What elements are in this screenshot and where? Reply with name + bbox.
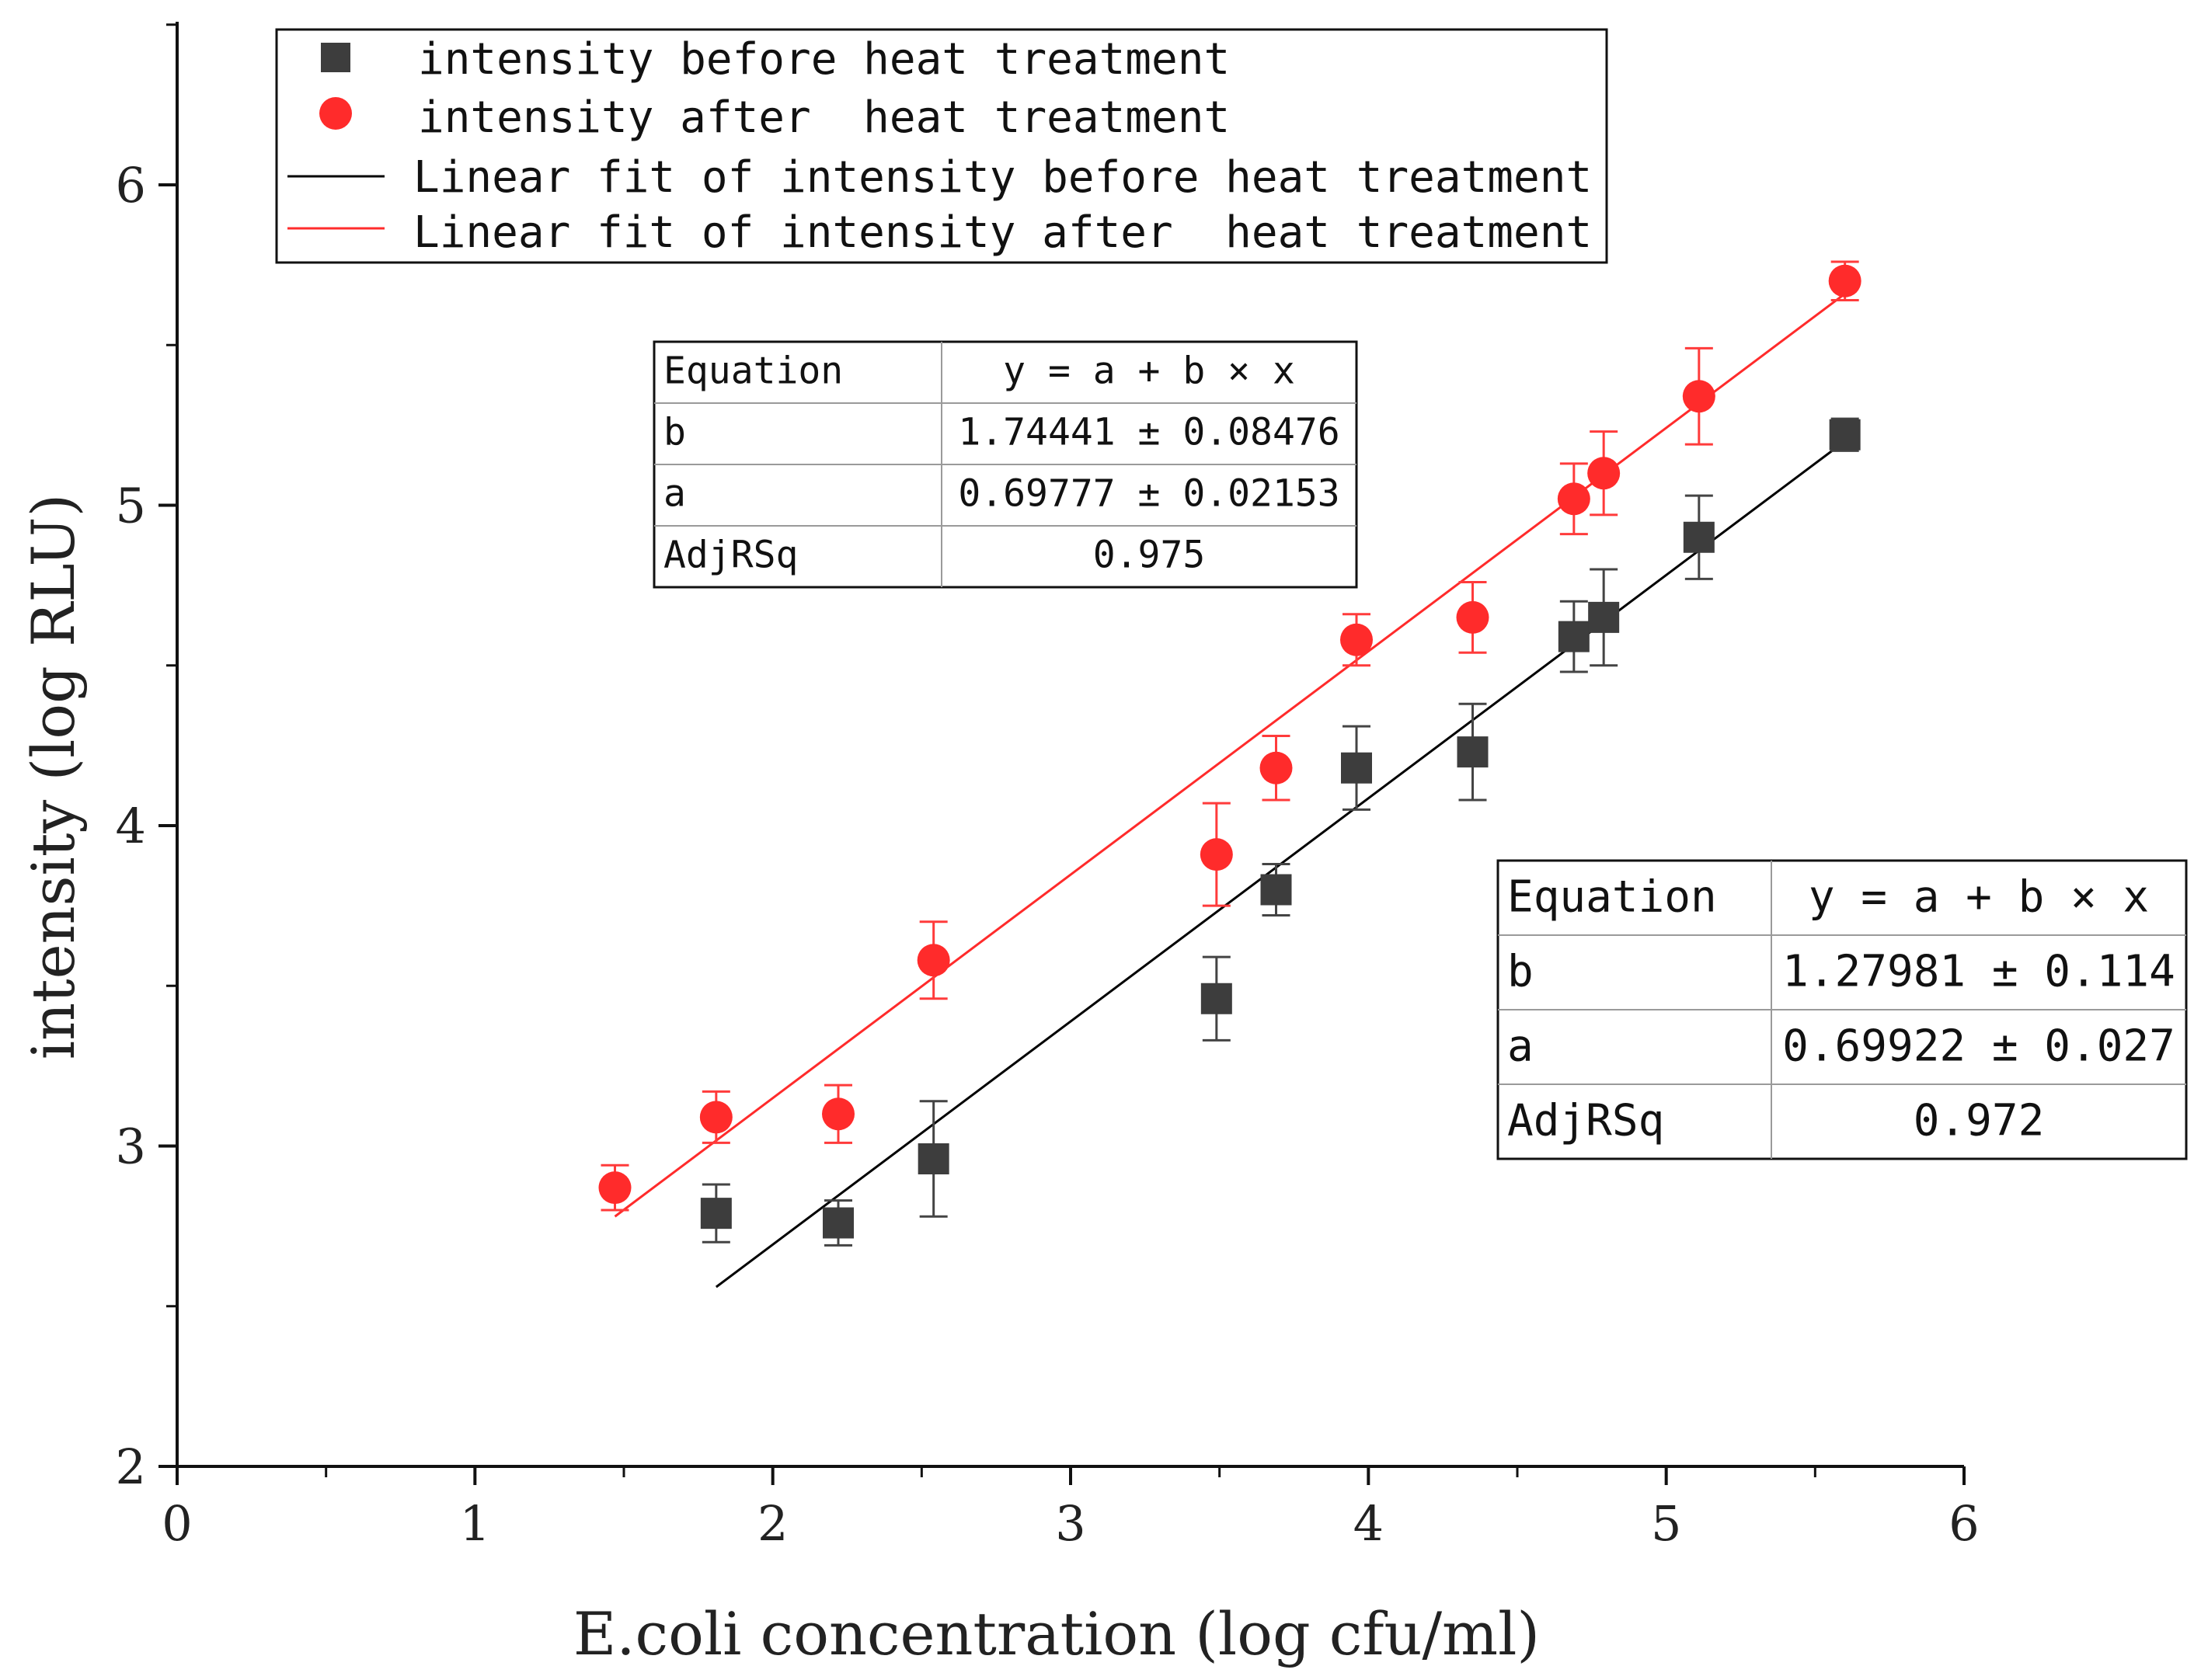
fit-table-value: 1.74441 ± 0.08476 xyxy=(958,411,1339,454)
fit-table-after: Equation y = a + b × x b 1.74441 ± 0.08476 a… xyxy=(653,340,1358,589)
axes-group: 0 1 2 3 4 5 6 2 3 4 5 6 xyxy=(116,22,1980,1552)
data-point-after xyxy=(1557,482,1590,516)
fit-table-before: Equation y = a + b × x b 1.27981 ± 0.114 a 0.… xyxy=(1496,859,2188,1160)
x-tick-label: 0 xyxy=(162,1495,192,1552)
fit-table-label: a xyxy=(663,472,686,516)
x-tick-label: 4 xyxy=(1353,1495,1384,1552)
data-point-after xyxy=(1259,751,1293,784)
legend-square-icon xyxy=(321,43,350,72)
y-axis-label: intensity (log RLU) xyxy=(19,494,88,1059)
data-point-after xyxy=(1682,380,1715,413)
fit-table-value: y = a + b × x xyxy=(1809,871,2149,922)
x-tick-label: 3 xyxy=(1055,1495,1085,1552)
fit-table-value: 1.27981 ± 0.114 xyxy=(1782,946,2175,997)
fit-table-label: a xyxy=(1507,1021,1534,1071)
data-point-before xyxy=(1829,419,1861,450)
y-tick-label: 6 xyxy=(116,157,146,214)
x-tick-label: 5 xyxy=(1651,1495,1681,1552)
fit-table-label: Equation xyxy=(663,350,843,393)
x-tick-label: 1 xyxy=(460,1495,490,1552)
data-points-group xyxy=(598,264,1861,1239)
data-point-after xyxy=(1200,838,1233,871)
data-point-after xyxy=(598,1171,632,1205)
y-tick-label: 3 xyxy=(116,1118,146,1175)
data-point-after xyxy=(1587,457,1621,490)
x-tick-label: 6 xyxy=(1948,1495,1979,1552)
y-tick-label: 2 xyxy=(116,1438,146,1495)
data-point-before xyxy=(1588,601,1620,633)
data-point-after xyxy=(699,1101,733,1134)
data-point-before xyxy=(823,1207,854,1239)
fit-table-value: 0.69777 ± 0.02153 xyxy=(958,472,1339,516)
fit-table-value: 0.972 xyxy=(1914,1095,2045,1146)
data-point-before xyxy=(1558,621,1590,652)
data-point-before xyxy=(1200,983,1232,1014)
x-tick-label: 2 xyxy=(757,1495,788,1552)
fit-table-label: b xyxy=(663,411,686,454)
data-point-before xyxy=(918,1143,949,1174)
legend-entry: intensity before heat treatment xyxy=(418,34,1230,85)
data-point-after xyxy=(1456,600,1489,634)
fit-table-label: Equation xyxy=(1507,871,1717,922)
data-point-after xyxy=(1340,623,1373,656)
legend-entry: intensity after heat treatment xyxy=(418,92,1230,143)
x-axis-label: E.coli concentration (log cfu/ml) xyxy=(573,1599,1540,1668)
data-point-before xyxy=(1457,736,1489,768)
legend-box xyxy=(275,28,1608,264)
data-point-after xyxy=(822,1097,855,1131)
data-point-before xyxy=(1341,752,1372,784)
fit-line-after xyxy=(614,293,1846,1218)
fit-table-value: 0.975 xyxy=(1093,534,1206,577)
fit-table-value: y = a + b × x xyxy=(1003,350,1295,393)
fit-table-value: 0.69922 ± 0.027 xyxy=(1782,1021,2175,1071)
y-tick-label: 5 xyxy=(116,478,146,534)
fit-table-label: AdjRSq xyxy=(663,534,798,577)
data-point-after xyxy=(917,944,950,977)
data-point-after xyxy=(1828,264,1861,297)
data-point-before xyxy=(1260,874,1292,906)
legend-entry: Linear fit of intensity before heat trea… xyxy=(413,152,1592,203)
legend: intensity before heat treatment intensity… xyxy=(275,28,1608,264)
fit-table-label: AdjRSq xyxy=(1507,1095,1664,1146)
legend-entry: Linear fit of intensity after heat treat… xyxy=(413,207,1592,258)
legend-circle-icon xyxy=(319,97,352,130)
y-tick-label: 4 xyxy=(116,798,146,854)
fit-table-label: b xyxy=(1507,946,1534,997)
data-point-before xyxy=(700,1198,732,1230)
data-point-before xyxy=(1683,521,1715,553)
